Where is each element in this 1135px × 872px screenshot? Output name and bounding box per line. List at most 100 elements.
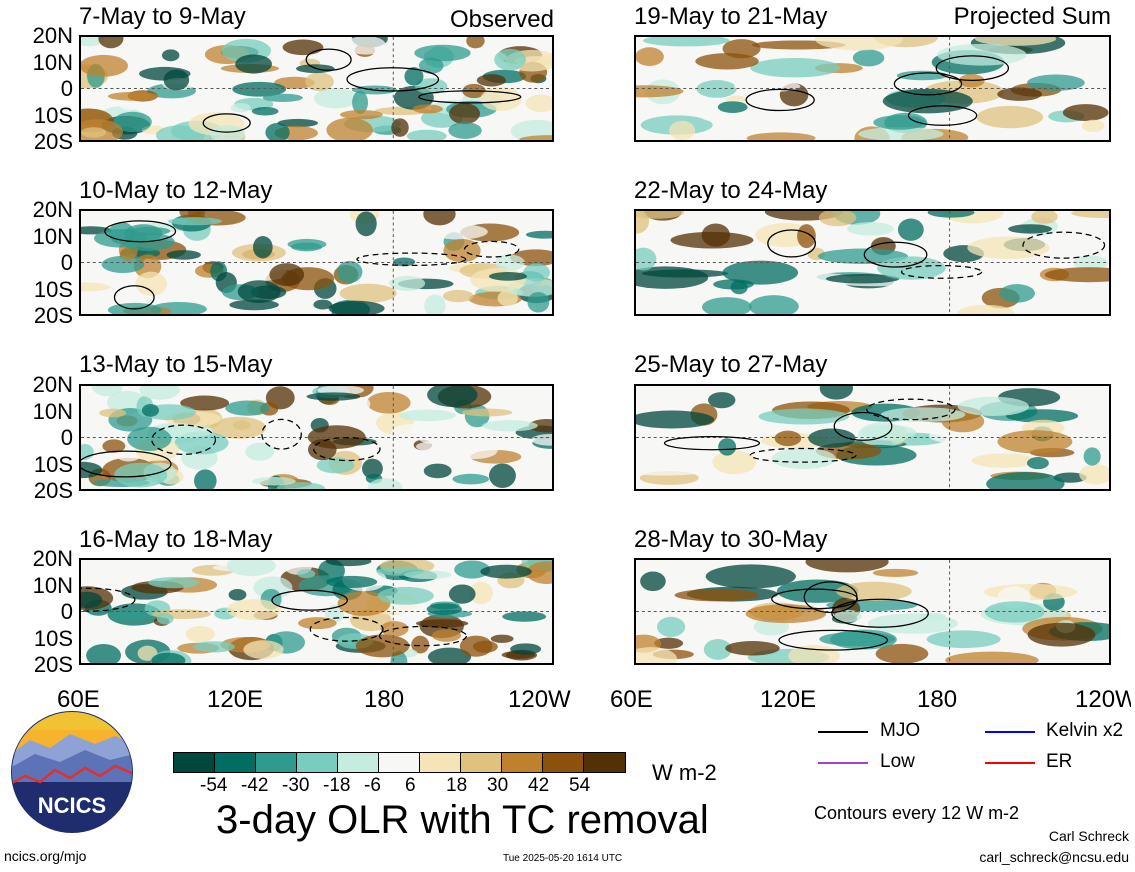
olr-anomaly-blob (712, 450, 757, 475)
legend-label-mjo: MJO (880, 720, 921, 741)
olr-anomaly-blob (519, 135, 552, 140)
colorbar-swatch (543, 753, 584, 772)
olr-anomaly-blob (1073, 255, 1108, 271)
olr-anomaly-blob (277, 118, 319, 128)
y-tick-label: 10S (33, 625, 73, 651)
mjo-contour (745, 88, 815, 112)
olr-anomaly-blob (180, 395, 230, 411)
olr-anomaly-blob (427, 386, 478, 407)
olr-anomaly-blob (745, 604, 827, 624)
x-tick-label: 120W (1075, 686, 1131, 713)
olr-anomaly-blob (298, 617, 337, 630)
olr-anomaly-blob (1027, 622, 1096, 647)
y-tick-label: 10N (32, 398, 73, 424)
mjo-contour (356, 252, 467, 267)
olr-anomaly-blob (339, 283, 397, 303)
olr-anomaly-blob (291, 242, 323, 252)
olr-anomaly-blob (297, 569, 316, 579)
olr-anomaly-blob (695, 53, 759, 70)
olr-anomaly-blob (876, 297, 943, 305)
olr-anomaly-blob (717, 101, 748, 113)
olr-anomaly-blob (345, 37, 386, 55)
x-tick-label: 60E (57, 686, 100, 713)
olr-field (81, 386, 552, 489)
olr-anomaly-blob (525, 94, 552, 113)
olr-anomaly-blob (636, 211, 685, 219)
olr-anomaly-blob (431, 629, 462, 642)
olr-anomaly-blob (107, 91, 159, 101)
mjo-contour (863, 241, 928, 268)
olr-anomaly-blob (834, 609, 862, 623)
mjo-contour (831, 598, 929, 628)
olr-anomaly-blob (426, 603, 462, 615)
colorbar-swatch (215, 753, 256, 772)
olr-anomaly-blob (469, 581, 493, 605)
olr-anomaly-blob (873, 115, 926, 130)
site-link[interactable]: ncics.org/mjo (4, 848, 87, 864)
olr-anomaly-blob (237, 280, 281, 304)
y-tick-label: 10S (33, 102, 73, 128)
olr-anomaly-blob (418, 57, 444, 74)
olr-anomaly-blob (114, 462, 168, 488)
olr-anomaly-blob (325, 560, 372, 567)
olr-field (81, 560, 552, 663)
olr-anomaly-blob (531, 433, 552, 446)
olr-anomaly-blob (459, 635, 493, 657)
olr-anomaly-blob (1044, 267, 1109, 283)
y-tick-label: 20N (32, 23, 73, 48)
y-tick-label: 0 (60, 599, 73, 624)
olr-anomaly-blob (525, 230, 552, 239)
olr-anomaly-blob (758, 408, 850, 425)
mjo-contour (313, 436, 381, 462)
mjo-contour (1022, 231, 1106, 259)
olr-anomaly-blob (139, 386, 181, 400)
olr-map-panel (634, 209, 1111, 316)
mjo-contour (663, 436, 761, 451)
olr-anomaly-blob (81, 295, 119, 307)
author-email: carl_schreck@ncsu.edu (979, 849, 1129, 865)
olr-anomaly-blob (232, 420, 251, 430)
logo-text: NCICS (38, 793, 106, 818)
colorbar-tick-label: -30 (282, 775, 310, 796)
olr-anomaly-blob (86, 644, 122, 663)
olr-map-panel (79, 384, 554, 491)
colorbar-tick-label: -18 (323, 775, 351, 796)
olr-anomaly-blob (875, 643, 929, 663)
colorbar-tick-label: -6 (364, 775, 381, 796)
olr-anomaly-blob (156, 424, 214, 438)
y-tick-label: 20S (33, 303, 73, 328)
olr-anomaly-blob (423, 463, 452, 479)
contour-note: Contours every 12 W m-2 (814, 803, 1020, 823)
y-tick-label: 0 (60, 425, 73, 450)
colorbar-swatch (379, 753, 420, 772)
olr-anomaly-blob (526, 561, 552, 584)
olr-anomaly-blob (414, 44, 471, 62)
panel-title: 28-May to 30-May (634, 526, 828, 553)
olr-anomaly-blob (163, 69, 190, 91)
olr-anomaly-blob (448, 122, 482, 139)
olr-anomaly-blob (705, 564, 796, 589)
panel-title: 10-May to 12-May (79, 177, 273, 204)
olr-anomaly-blob (429, 224, 488, 240)
panel-title: 13-May to 15-May (79, 351, 273, 378)
panel-title: 7-May to 9-May (79, 3, 246, 30)
chart-title: 3-day OLR with TC removal (216, 798, 709, 842)
mjo-contour (833, 411, 893, 441)
colorbar-tick-label: 54 (569, 775, 591, 796)
olr-anomaly-blob (377, 586, 434, 605)
olr-map-panel (634, 384, 1111, 491)
olr-anomaly-blob (362, 458, 383, 479)
mjo-contour (346, 67, 440, 92)
olr-anomaly-blob (836, 581, 912, 602)
olr-anomaly-blob (326, 575, 378, 589)
olr-anomaly-blob (127, 426, 172, 451)
olr-anomaly-blob (135, 271, 167, 296)
olr-anomaly-blob (339, 110, 383, 120)
olr-anomaly-blob (307, 439, 337, 461)
olr-anomaly-blob (656, 616, 686, 638)
olr-anomaly-blob (945, 651, 1039, 663)
olr-anomaly-blob (997, 87, 1042, 101)
olr-anomaly-blob (527, 291, 550, 313)
olr-anomaly-blob (350, 396, 371, 412)
mjo-contour (907, 105, 978, 126)
